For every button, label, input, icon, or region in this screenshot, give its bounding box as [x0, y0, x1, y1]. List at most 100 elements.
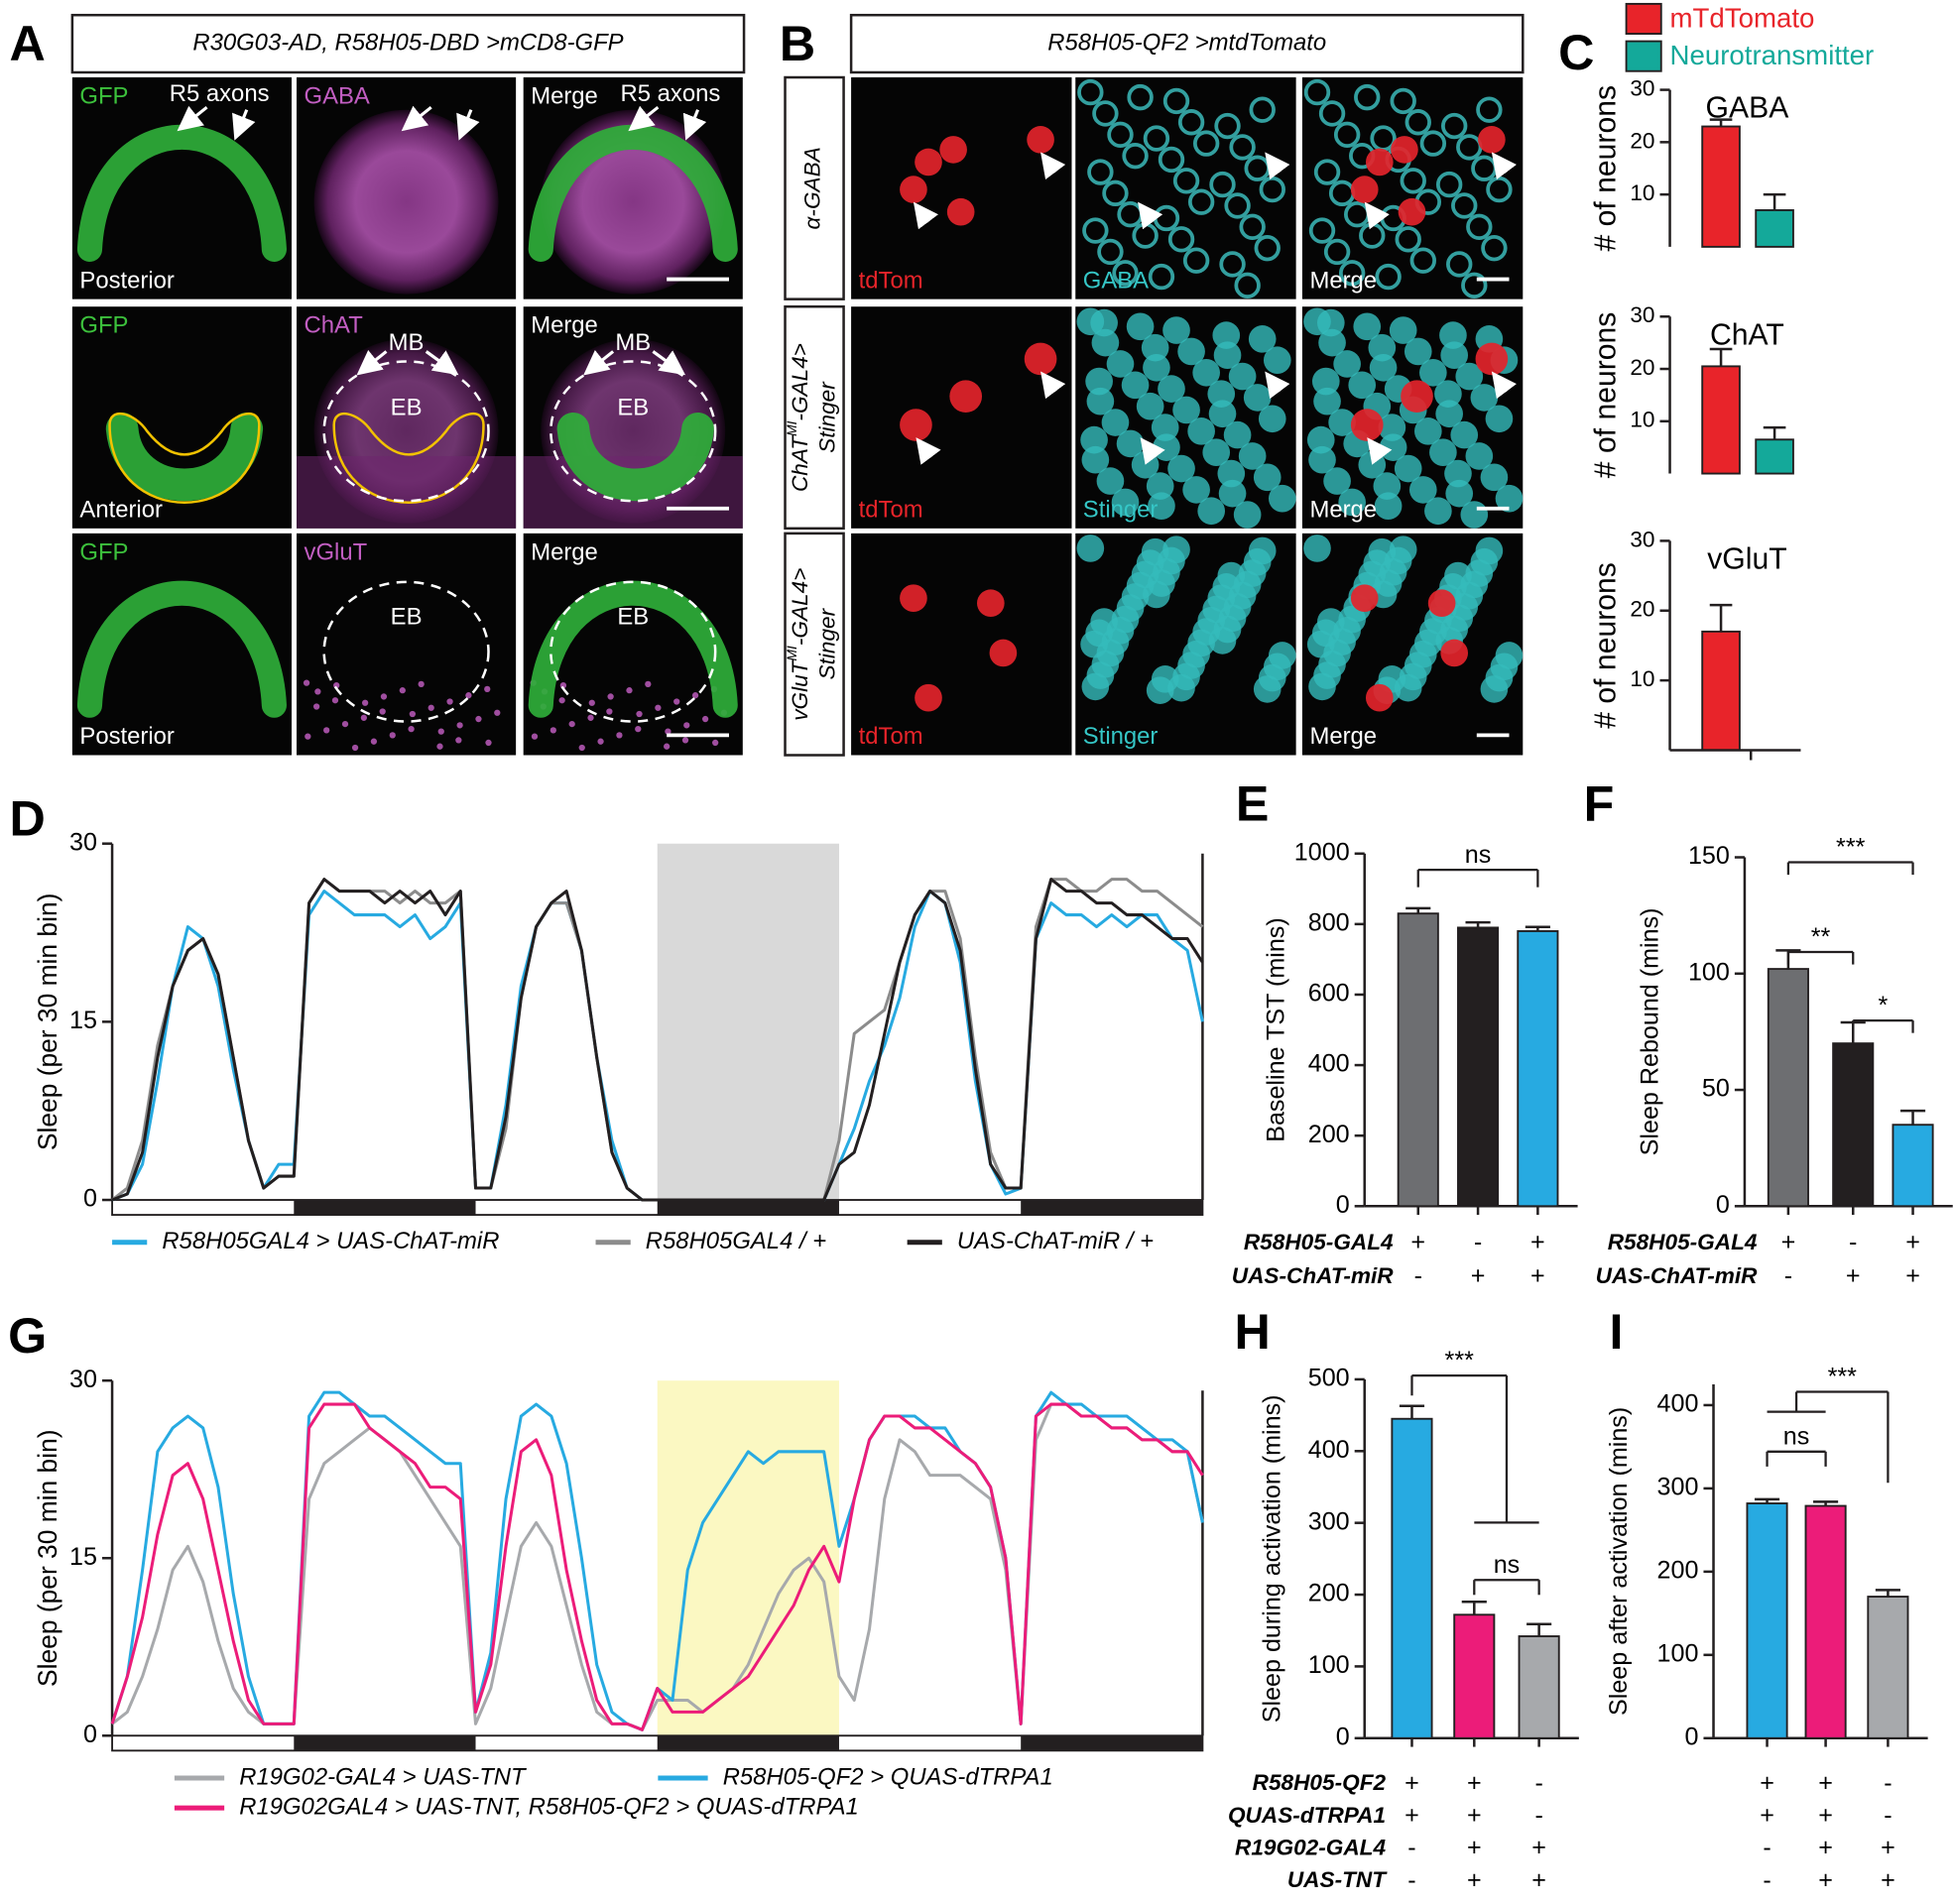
micrograph-signal	[1167, 226, 1195, 253]
micrograph-signal	[1369, 353, 1398, 382]
micrograph-signal	[1213, 341, 1242, 370]
series-line	[111, 878, 1204, 1202]
arrow	[232, 109, 256, 141]
micrograph-signal	[1413, 417, 1442, 445]
significance-label: **	[1811, 923, 1831, 951]
micrograph-signal	[1218, 479, 1247, 508]
micrograph-signal	[1318, 100, 1346, 127]
series-line	[110, 1402, 1204, 1731]
micrograph-signal	[1308, 445, 1336, 474]
legend-label: R58H05-QF2 > QUAS-dTRPA1	[723, 1763, 1053, 1790]
micrograph-signal	[1233, 501, 1262, 529]
axis-title: # of neurons	[1590, 85, 1623, 252]
micrograph-signal	[1350, 584, 1379, 613]
micrograph-signal	[1253, 463, 1282, 492]
micrograph-signal	[1249, 96, 1276, 123]
outline	[550, 360, 717, 503]
panel-letter: E	[1236, 776, 1270, 832]
micrograph-signal	[361, 699, 369, 706]
genotype-mark: -	[1414, 1262, 1422, 1290]
channel-label: GFP	[79, 312, 128, 339]
micrograph-signal	[1151, 665, 1179, 693]
y-tick-label: 300	[1657, 1474, 1699, 1501]
micrograph-signal	[1368, 537, 1397, 566]
bar	[1701, 630, 1741, 752]
row-label-box	[784, 75, 845, 300]
error-bar	[1899, 1109, 1926, 1126]
micrograph-signal	[701, 715, 709, 723]
micrograph-signal	[1350, 176, 1379, 203]
micrograph-signal	[1333, 121, 1361, 149]
dark-phase-bar	[1021, 1200, 1203, 1216]
arrow	[1040, 371, 1066, 400]
bar	[1746, 1502, 1788, 1739]
channel-label: tdTom	[859, 723, 923, 750]
legend-label: mTdTomato	[1670, 3, 1815, 34]
arrow	[628, 105, 660, 132]
channel-label: Merge	[531, 312, 598, 339]
genotype-mark: +	[1818, 1834, 1833, 1861]
genotype-mark: +	[1410, 1229, 1425, 1256]
genotype-mark: -	[1849, 1229, 1857, 1256]
micrograph-signal	[1354, 83, 1381, 111]
micrograph-signal	[1162, 536, 1190, 564]
micrograph-signal	[1323, 467, 1351, 495]
micrograph-signal	[1143, 353, 1170, 382]
annotation: MB	[615, 329, 651, 356]
micrograph-signal	[664, 743, 671, 750]
micrograph-signal	[1167, 454, 1195, 483]
significance-label: ***	[1836, 833, 1866, 861]
micrograph-signal	[314, 688, 321, 695]
bar	[1517, 930, 1559, 1208]
micrograph-signal	[313, 109, 499, 295]
error-bar	[1709, 118, 1733, 127]
micrograph	[851, 533, 1072, 756]
y-tick-label: 0	[1336, 1191, 1350, 1219]
annotation: MB	[389, 329, 425, 356]
error-bar	[1875, 1589, 1900, 1598]
arrow	[652, 350, 686, 376]
micrograph-signal	[1027, 126, 1054, 154]
micrograph-signal	[1111, 488, 1140, 517]
y-tick-label: 15	[69, 1543, 97, 1571]
arrow	[1265, 371, 1290, 400]
genotype-mark: +	[1531, 1866, 1546, 1894]
micrograph-signal	[1316, 308, 1345, 337]
row-label-part: vGluT	[788, 658, 812, 720]
micrograph-signal	[1101, 409, 1130, 436]
micrograph-signal	[1353, 312, 1382, 341]
channel-label: Stinger	[1083, 723, 1159, 750]
micrograph-signal	[1395, 226, 1421, 253]
panel-letter: C	[1558, 25, 1594, 80]
genotype-mark: +	[1467, 1802, 1482, 1830]
y-tick-label: 10	[1630, 666, 1654, 691]
micrograph-signal	[1485, 405, 1514, 433]
micrograph-signal	[1303, 78, 1331, 106]
y-tick-label: 100	[1657, 1639, 1699, 1667]
micrograph-signal	[446, 698, 453, 705]
micrograph-signal	[455, 737, 462, 744]
genotype-mark: -	[1534, 1769, 1542, 1797]
annotation: EB	[617, 395, 649, 421]
channel-label: ChAT	[305, 312, 364, 339]
micrograph-signal	[1374, 492, 1403, 521]
row-label: vGluTMI-GAL4>	[784, 568, 812, 721]
genotype-mark: +	[1530, 1262, 1545, 1290]
micrograph-signal	[1480, 463, 1509, 492]
micrograph-signal	[1389, 536, 1417, 564]
genotype-mark: +	[1905, 1262, 1920, 1290]
genotype-mark: +	[1846, 1262, 1861, 1290]
micrograph-signal	[1394, 454, 1422, 483]
legend-swatch	[1625, 40, 1662, 72]
micrograph-signal	[655, 704, 662, 711]
genotype-label: R58H05-GAL4	[1244, 1230, 1394, 1254]
error-bar	[1461, 1601, 1487, 1615]
y-tick-label: 150	[1688, 842, 1730, 870]
micrograph-signal	[1208, 400, 1237, 428]
y-tick-label: 0	[1716, 1191, 1730, 1219]
micrograph-signal	[1391, 136, 1418, 164]
micrograph-signal	[1435, 400, 1463, 428]
annotation: EB	[391, 604, 423, 631]
micrograph-signal	[989, 639, 1018, 667]
micrograph-signal	[1172, 168, 1200, 194]
